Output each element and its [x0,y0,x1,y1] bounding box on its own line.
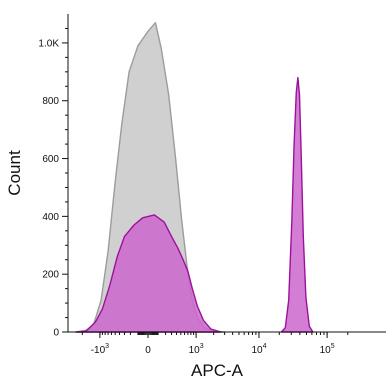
x-tick-label: 105 [320,343,335,356]
y-tick-label: 600 [42,154,59,165]
y-tick-label: 400 [42,212,59,223]
x-tick-label: 103 [189,343,204,356]
y-tick-label: 200 [42,270,59,281]
y-tick-label: 1.0K [38,38,59,49]
x-axis-ticks: -103 0 103 104 105 [81,332,349,356]
plot-area [74,22,314,333]
x-tick-label: 0 [145,345,151,356]
y-axis-ticks: 0 200 400 600 800 1.0K [38,27,68,339]
x-axis-title: APC-A [191,361,244,380]
x-tick-label: -103 [91,343,109,356]
y-tick-label: 800 [42,96,59,107]
histogram-series-2 [75,214,222,333]
y-axis-title: Count [5,150,24,196]
histogram-series-3 [280,76,314,333]
x-tick-label: 104 [251,343,266,356]
y-tick-label: 0 [53,328,59,339]
